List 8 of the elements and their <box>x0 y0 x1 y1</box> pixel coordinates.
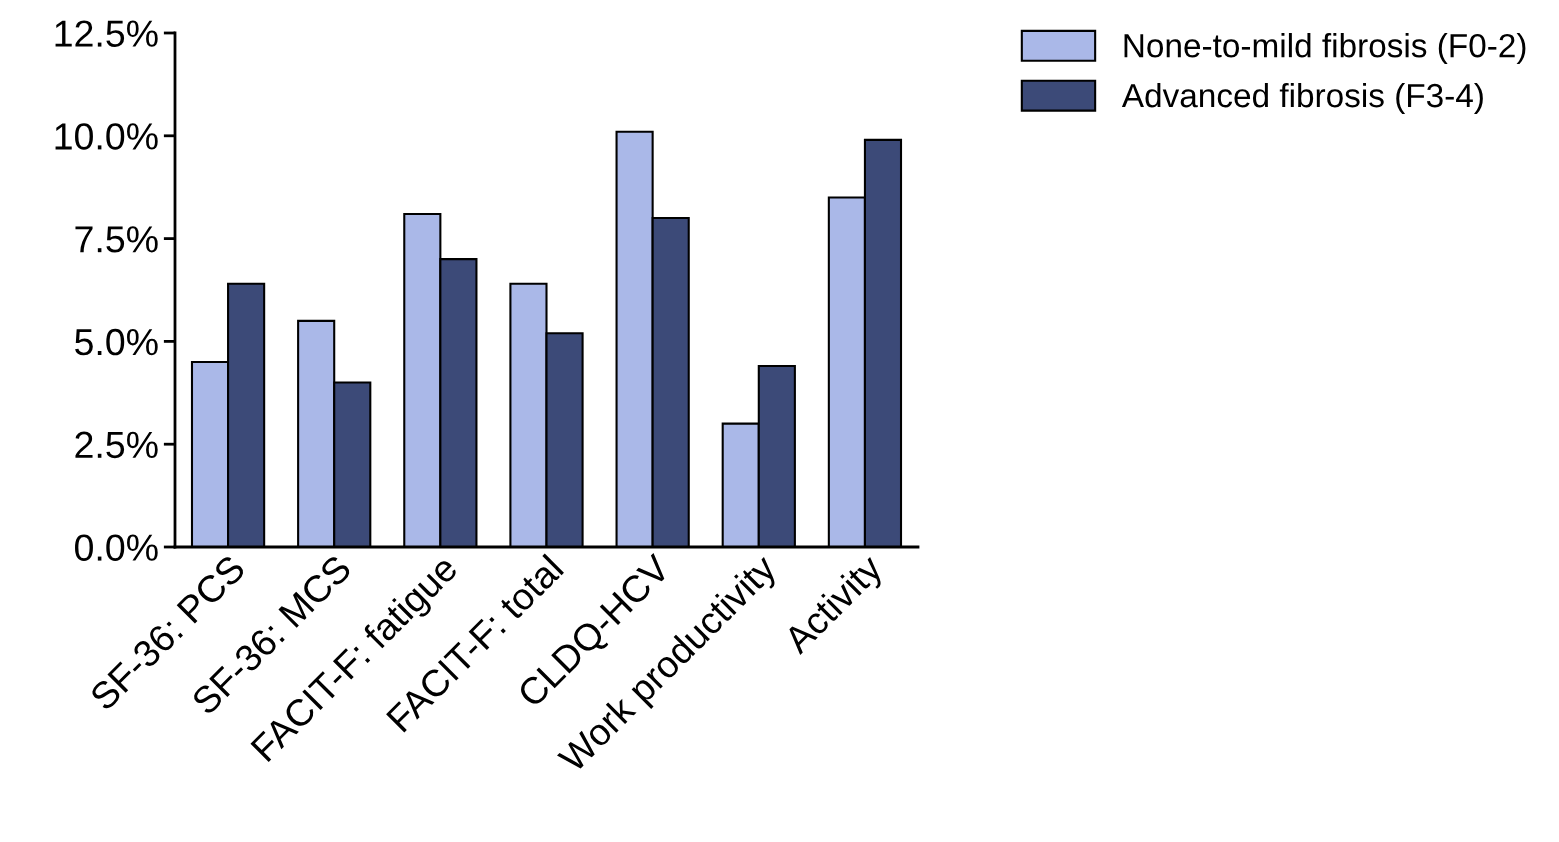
y-tick-label: 2.5% <box>75 431 158 459</box>
y-tick-label: 12.5% <box>55 20 158 47</box>
y-tick-label: 5.0% <box>75 328 158 356</box>
y-tick-label: 10.0% <box>55 123 158 150</box>
legend-label: Advanced fibrosis (F3-4) <box>1121 82 1483 114</box>
y-tick-label: 7.5% <box>75 226 158 253</box>
legend-label: None-to-mild fibrosis (F0-2) <box>1124 33 1526 65</box>
y-tick-label: 0.0% <box>75 534 158 561</box>
